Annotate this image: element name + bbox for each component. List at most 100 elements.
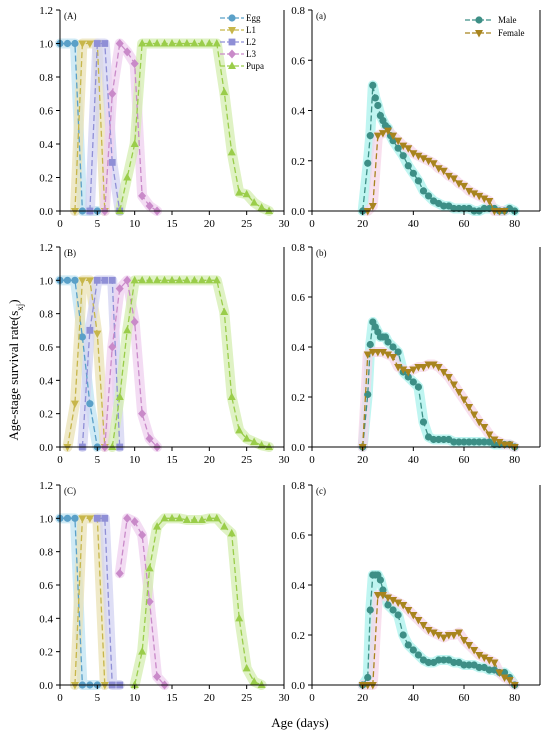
marker-female [409, 366, 418, 374]
panel-label: (A) [64, 11, 77, 21]
marker-male [394, 348, 402, 356]
marker-female [444, 172, 453, 181]
marker-male [379, 586, 387, 594]
marker-male [475, 438, 483, 446]
x-tick-label: 5 [95, 454, 101, 466]
x-tick-label: 25 [241, 454, 253, 466]
legend-label-l3: L3 [246, 49, 256, 59]
y-tick-label: 0.2 [291, 392, 305, 404]
x-tick-label: 15 [167, 692, 179, 704]
marker-male [450, 204, 458, 213]
marker-female [424, 627, 433, 635]
y-tick-label: 0.2 [39, 647, 53, 659]
marker-male [480, 438, 488, 446]
marker-pupa [190, 39, 199, 47]
y-tick-label: 0.4 [39, 613, 53, 625]
marker-male [460, 438, 468, 446]
series-pupa [115, 39, 274, 214]
marker-male [470, 438, 478, 446]
y-tick-label: 0.8 [39, 309, 53, 321]
marker-pupa [257, 680, 266, 688]
panel-2: 0.0 0.2 0.4 0.6 0.8 0 20 40 60 80 (a) Male Female [291, 5, 541, 230]
marker-female [414, 364, 423, 372]
y-tick-label: 0.6 [39, 106, 53, 118]
marker-female [480, 424, 489, 432]
legend-marker-female [475, 30, 483, 38]
y-tick-label: 1.0 [39, 513, 53, 525]
line-l2 [81, 279, 121, 448]
marker-male [366, 340, 374, 349]
marker-female [454, 180, 463, 188]
marker-female [490, 436, 499, 444]
marker-pupa [130, 139, 139, 147]
marker-pupa [145, 275, 154, 284]
marker-pupa [212, 513, 221, 522]
marker-female [480, 195, 489, 203]
marker-pupa [153, 275, 162, 284]
marker-female [490, 208, 499, 216]
marker-l1 [85, 277, 94, 285]
marker-l1 [93, 330, 102, 339]
series-pupa [130, 513, 266, 688]
marker-l2 [86, 326, 94, 334]
marker-female [460, 396, 468, 404]
marker-pupa [212, 39, 221, 47]
marker-female [434, 165, 443, 173]
marker-l3 [138, 191, 147, 201]
marker-female [368, 349, 377, 357]
marker-l2 [93, 40, 101, 47]
y-tick-label: 0.2 [291, 156, 305, 168]
legend-marker-l3 [228, 49, 236, 59]
marker-pupa [220, 307, 229, 315]
marker-l3 [123, 513, 132, 523]
marker-male [455, 438, 463, 446]
marker-l1 [85, 515, 94, 523]
marker-pupa [205, 275, 214, 284]
x-tick-label: 20 [204, 454, 216, 466]
series-female [363, 127, 509, 216]
y-tick-label: 0.8 [291, 480, 305, 492]
marker-egg [63, 276, 72, 284]
marker-female [454, 629, 463, 637]
marker-male [419, 418, 428, 426]
marker-pupa [168, 275, 176, 284]
x-tick-label: 40 [408, 454, 420, 466]
marker-female [373, 349, 382, 357]
x-tick-label: 0 [57, 218, 63, 230]
y-tick-label: 0.4 [291, 342, 305, 354]
marker-male [394, 611, 402, 619]
marker-female [389, 354, 398, 362]
series-male [359, 318, 519, 451]
marker-l3 [145, 434, 154, 444]
marker-male [424, 658, 433, 667]
marker-female [389, 132, 398, 141]
marker-male [364, 673, 372, 682]
series-female [358, 349, 519, 452]
marker-male [409, 646, 417, 654]
marker-pupa [220, 87, 229, 96]
marker-pupa [115, 206, 124, 214]
marker-male [414, 651, 422, 659]
y-tick-label: 0.8 [39, 72, 53, 84]
panel-label: (b) [316, 248, 327, 258]
glow-male [357, 80, 520, 216]
y-tick-label: 0.0 [291, 206, 305, 218]
marker-female [404, 145, 413, 153]
marker-female [429, 160, 438, 168]
marker-female [465, 642, 474, 650]
x-tick-label: 60 [459, 454, 471, 466]
y-tick-label: 0.4 [39, 375, 53, 387]
marker-female [363, 208, 372, 216]
marker-female [495, 669, 504, 677]
marker-l1 [100, 682, 109, 690]
marker-female [368, 202, 377, 211]
marker-pupa [250, 437, 259, 445]
marker-male [460, 204, 468, 213]
x-tick-label: 60 [459, 692, 471, 704]
y-tick-label: 1.0 [39, 275, 53, 287]
marker-male [465, 661, 473, 669]
line-pupa [111, 279, 270, 448]
marker-female [404, 607, 413, 615]
marker-female [470, 647, 479, 655]
